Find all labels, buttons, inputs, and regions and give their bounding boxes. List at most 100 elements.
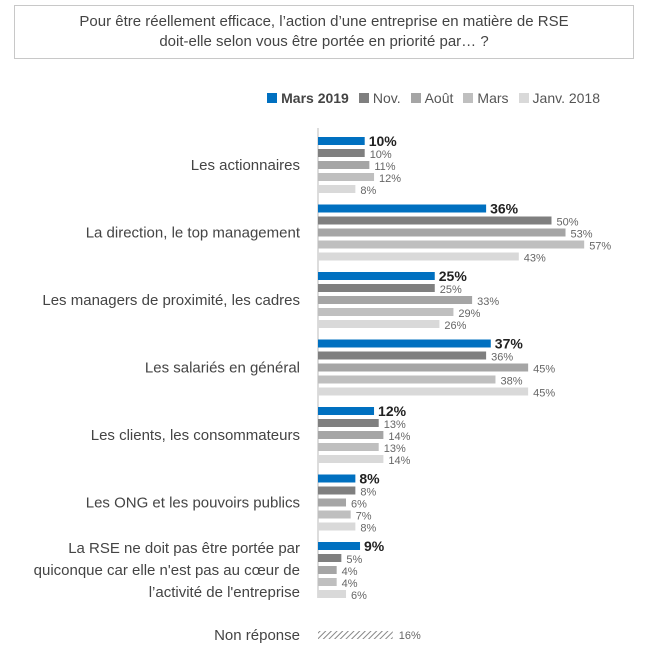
category-label-non-reponse: Non réponse [214,627,300,644]
data-label: 12% [379,173,401,185]
data-label: 5% [346,554,362,566]
title-line: doit-elle selon vous être portée en prio… [159,33,489,50]
data-label: 13% [384,419,406,431]
bar-nov- [318,284,435,292]
data-label: 14% [388,455,410,467]
legend-label: Mars 2019 [281,90,349,106]
legend-swatch [518,93,529,103]
legend: Mars 2019 Nov. Août Mars Janv. 2018 [267,90,600,106]
data-label: 7% [356,511,372,523]
legend-label: Nov. [372,90,401,106]
bar-mars-2019 [318,407,375,415]
legend-swatch [410,93,421,103]
data-label: 11% [374,161,395,173]
data-label: 38% [500,376,522,388]
legend-item: Août [410,90,454,106]
data-label: 57% [589,241,611,253]
bar-mars-2019 [318,272,435,280]
bar-janv-2018 [318,252,519,261]
bar-ao-t [318,566,337,574]
data-label: 14% [388,431,410,443]
bar-non-reponse [318,631,393,639]
data-label: 26% [444,320,466,332]
question-title: Pour être réellement efficace, l’action … [14,5,634,59]
category-label: Les salariés en général [145,360,300,377]
bar-ao-t [318,161,370,169]
bar-mars [318,240,585,249]
bar-janv-2018 [318,522,356,531]
data-label: 43% [524,253,546,265]
legend-item: Nov. [358,90,401,106]
data-label: 45% [533,388,555,400]
legend-item: Janv. 2018 [518,90,600,106]
bar-nov- [318,554,342,562]
category-label: La RSE ne doit pas être portée par [68,540,300,557]
bar-nov- [318,216,552,225]
legend-item: Mars [463,90,509,106]
category-label: quiconque car elle n'est pas au cœur de [34,562,300,579]
bar-mars [318,578,337,586]
bar-nov- [318,149,365,157]
data-label: 37% [495,336,524,352]
bar-ao-t [318,296,473,304]
category-label: l’activité de l'entreprise [149,584,300,601]
bar-nov- [318,419,379,427]
bar-ao-t [318,363,529,372]
bar-mars-2019 [318,542,361,550]
bar-mars [318,308,454,316]
bar-ao-t [318,498,347,507]
bar-mars-2019 [318,204,487,213]
data-label: 10% [370,149,392,161]
data-label: 16% [399,630,421,642]
bar-ao-t [318,228,566,237]
bar-mars [318,510,351,519]
data-label: 13% [384,443,406,455]
data-label: 8% [360,185,376,197]
data-label: 29% [458,308,480,320]
data-label: 8% [360,523,376,535]
data-label: 25% [439,268,468,284]
bar-janv-2018 [318,387,529,396]
data-label: 33% [477,296,499,308]
data-label: 9% [364,538,385,554]
legend-label: Janv. 2018 [532,90,600,106]
category-label: Les clients, les consommateurs [91,427,300,444]
title-line: Pour être réellement efficace, l’action … [79,13,569,30]
data-label: 36% [491,352,513,364]
bar-mars-2019 [318,137,365,145]
bar-mars-2019 [318,339,491,348]
data-label: 45% [533,364,555,376]
data-label: 12% [378,403,407,419]
legend-swatch [267,93,278,103]
bar-janv-2018 [318,590,347,598]
bar-janv-2018 [318,185,356,193]
bar-nov- [318,351,487,360]
legend-item: Mars 2019 [267,90,349,106]
data-label: 10% [369,133,398,149]
data-label: 4% [342,566,358,578]
data-label: 25% [440,284,462,296]
category-label: Les ONG et les pouvoirs publics [86,495,300,512]
data-label: 53% [571,229,593,241]
data-label: 6% [351,499,367,511]
bar-janv-2018 [318,320,440,328]
category-label: La direction, le top management [86,225,301,242]
data-label: 8% [360,487,376,499]
bar-mars [318,173,375,181]
legend-swatch [358,93,369,103]
legend-swatch [463,93,474,103]
legend-label: Mars [477,90,509,106]
data-label: 6% [351,590,367,602]
bar-janv-2018 [318,455,384,463]
category-label: Les actionnaires [191,157,300,174]
data-label: 8% [359,471,380,487]
category-label: Les managers de proximité, les cadres [42,292,300,309]
bar-ao-t [318,431,384,439]
data-label: 4% [342,578,358,590]
data-label: 36% [490,201,519,217]
bar-mars [318,443,379,451]
legend-label: Août [424,90,454,106]
bar-nov- [318,486,356,495]
